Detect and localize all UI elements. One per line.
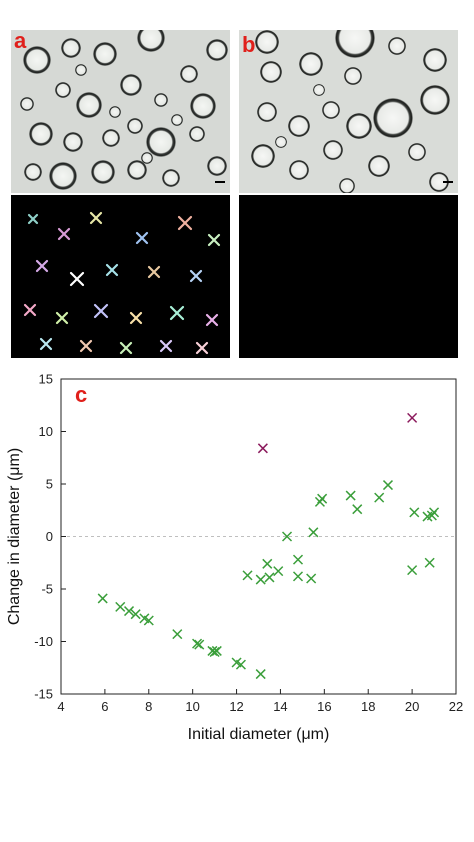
data-point: [255, 669, 266, 680]
droplet-image-a: [20, 30, 228, 190]
data-point: [235, 659, 246, 670]
data-point: [242, 570, 253, 581]
data-point: [429, 507, 440, 518]
maltese-cross-image-a: [23, 211, 221, 355]
y-tick-label: 5: [46, 477, 53, 492]
y-tick-label: -15: [34, 687, 53, 702]
data-point: [262, 558, 273, 569]
data-point: [192, 638, 203, 649]
y-tick-label: 10: [39, 424, 53, 439]
x-tick-label: 16: [317, 699, 331, 714]
data-point: [308, 527, 319, 538]
data-point: [407, 565, 418, 576]
x-tick-label: 6: [101, 699, 108, 714]
panel-label-c: c: [75, 382, 87, 407]
y-tick-label: 15: [39, 372, 53, 387]
micrograph-b-brightfield: [239, 30, 458, 193]
data-point: [255, 574, 266, 585]
data-point: [209, 646, 220, 658]
x-tick-label: 18: [361, 699, 375, 714]
data-point-highlight: [407, 412, 418, 423]
x-tick-label: 4: [57, 699, 64, 714]
droplet-image-b: [251, 30, 453, 193]
data-point: [281, 531, 293, 542]
data-point: [143, 615, 154, 626]
data-point: [194, 639, 205, 650]
data-point: [374, 492, 385, 503]
y-tick-label: -10: [34, 634, 53, 649]
data-point: [409, 507, 420, 518]
y-tick-label: 0: [46, 529, 53, 544]
micrograph-a-polarized: [11, 195, 230, 358]
x-tick-label: 8: [145, 699, 152, 714]
data-point: [273, 566, 284, 577]
micrograph-a-brightfield: [11, 30, 230, 193]
data-point: [292, 554, 304, 565]
x-tick-label: 14: [273, 699, 287, 714]
x-tick-label: 12: [229, 699, 243, 714]
micrograph-b-polarized: [239, 195, 458, 358]
data-point: [345, 490, 356, 501]
data-point: [306, 573, 317, 584]
x-tick-label: 20: [405, 699, 419, 714]
data-point: [123, 606, 135, 617]
data-point-highlight: [257, 443, 268, 454]
data-point: [207, 645, 218, 656]
data-point: [352, 504, 363, 515]
x-axis-label: Initial diameter (μm): [188, 726, 330, 743]
data-point: [382, 480, 394, 491]
data-point: [172, 629, 183, 640]
y-axis-label: Change in diameter (μm): [6, 448, 23, 625]
data-point: [317, 493, 328, 504]
chart-ticks: 4 6 8 10 12 14 16 18 20 22 -15 -10 -5 0 5 10 15: [34, 372, 463, 715]
data-point: [115, 601, 126, 612]
panel-label-b: b: [242, 32, 256, 57]
data-point: [211, 645, 222, 656]
y-tick-label: -5: [41, 582, 53, 597]
birefringent-droplets: [23, 211, 221, 355]
chart-marks: [97, 412, 440, 680]
data-point: [292, 571, 304, 582]
panel-label-a: a: [14, 28, 27, 53]
data-point: [424, 557, 435, 568]
plot-frame: [60, 378, 457, 695]
scatter-chart: 4 6 8 10 12 14 16 18 20 22 -15 -10 -5 0 5 10 15 Initial …: [6, 372, 463, 744]
data-point: [97, 593, 108, 604]
data-point: [264, 572, 275, 583]
x-tick-label: 10: [185, 699, 199, 714]
x-tick-label: 22: [449, 699, 463, 714]
data-point: [130, 609, 141, 620]
